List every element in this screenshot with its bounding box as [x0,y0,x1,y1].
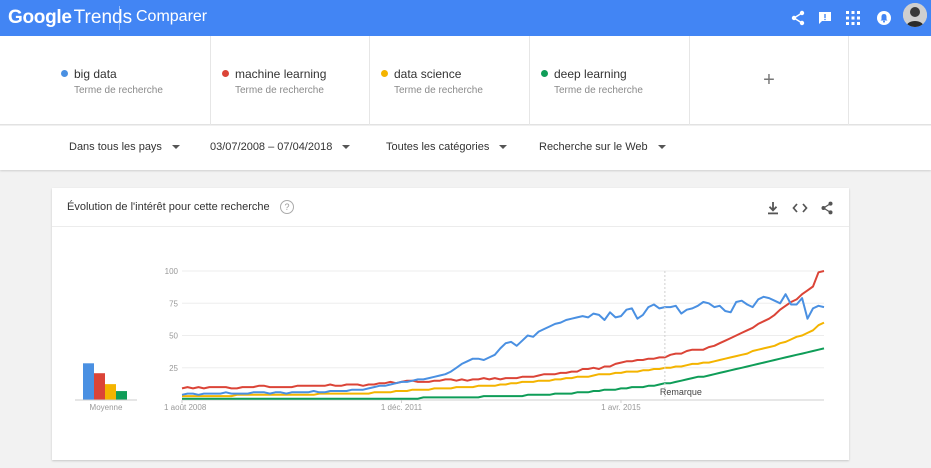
average-bar [105,384,116,400]
interest-line-chart: Moyenne 100 75 50 25 1 août 2008 1 déc. 2011… [75,267,825,412]
series-line [181,293,825,396]
google-trends-logo[interactable]: Google Trends [8,7,132,29]
term-name[interactable]: big data [74,67,117,81]
add-term-button[interactable]: + [690,36,849,125]
y-tick-label: 100 [165,267,179,276]
dropdown-caret-icon [499,145,508,149]
dropdown-caret-icon [657,145,666,149]
average-bar [116,391,127,400]
y-tick-label: 25 [169,364,178,373]
average-bar [83,363,94,400]
period-filter-label: 03/07/2008 – 07/04/2018 [210,141,333,153]
page-title: Comparer [136,8,208,25]
term-color-dot [381,70,388,77]
term-type: Terme de recherche [394,85,483,96]
dropdown-caret-icon [171,145,180,149]
x-tick-label: 1 déc. 2011 [381,403,423,412]
y-axis-labels: 100 75 50 25 [165,267,179,373]
term-name[interactable]: deep learning [554,67,627,81]
help-icon[interactable]: ? [280,200,294,214]
x-axis-labels: 1 août 2008 1 déc. 2011 1 avr. 2015 [164,400,641,412]
term-type: Terme de recherche [554,85,643,96]
term-type: Terme de recherche [235,85,324,96]
embed-code-icon[interactable] [791,199,809,217]
filters-bar: Dans tous les pays 03/07/2008 – 07/04/20… [0,126,931,170]
comparison-terms-bar: big data Terme de recherche machine lear… [0,36,931,125]
x-tick-label: 1 août 2008 [164,403,207,412]
term-card-machine-learning[interactable]: machine learning Terme de recherche [211,36,370,125]
series-line [182,347,825,400]
series-line [182,321,825,398]
annotation[interactable]: Remarque [660,271,702,400]
x-tick-label: 1 avr. 2015 [601,403,641,412]
country-filter[interactable]: Dans tous les pays [69,141,180,153]
card-title: Évolution de l'intérêt pour cette recher… [67,201,270,213]
average-bar [94,373,105,400]
average-label: Moyenne [90,403,123,412]
term-type: Terme de recherche [74,85,163,96]
y-tick-label: 75 [169,299,178,308]
term-name[interactable]: machine learning [235,67,327,81]
category-filter-label: Toutes les catégories [386,141,490,153]
term-card-deep-learning[interactable]: deep learning Terme de recherche [530,36,690,125]
logo-google-text: Google [8,7,72,28]
logo-trends-text: Trends [73,7,133,28]
notifications-icon[interactable] [872,6,896,30]
period-filter[interactable]: 03/07/2008 – 07/04/2018 [210,141,351,153]
annotation-label[interactable]: Remarque [660,387,702,397]
y-tick-label: 50 [169,332,178,341]
term-color-dot [61,70,68,77]
search-type-filter-label: Recherche sur le Web [539,141,648,153]
term-name[interactable]: data science [394,67,462,81]
share-icon[interactable] [786,6,810,30]
gridlines [182,270,824,401]
user-avatar[interactable] [903,3,927,27]
feedback-icon[interactable] [813,6,837,30]
interest-over-time-card: Évolution de l'intérêt pour cette recher… [52,188,849,460]
term-color-dot [222,70,229,77]
search-type-filter[interactable]: Recherche sur le Web [539,141,666,153]
card-share-icon[interactable] [818,199,836,217]
series-lines [181,270,825,400]
apps-grid-icon[interactable] [841,6,865,30]
category-filter[interactable]: Toutes les catégories [386,141,508,153]
series-line [181,270,825,390]
app-header: Google Trends Comparer [0,0,931,36]
term-card-data-science[interactable]: data science Terme de recherche [370,36,530,125]
term-card-big-data[interactable]: big data Terme de recherche [50,36,211,125]
download-icon[interactable] [764,199,782,217]
header-divider [119,6,120,30]
average-bars [83,363,127,400]
country-filter-label: Dans tous les pays [69,141,162,153]
card-divider [52,226,849,227]
dropdown-caret-icon [342,145,351,149]
term-color-dot [541,70,548,77]
